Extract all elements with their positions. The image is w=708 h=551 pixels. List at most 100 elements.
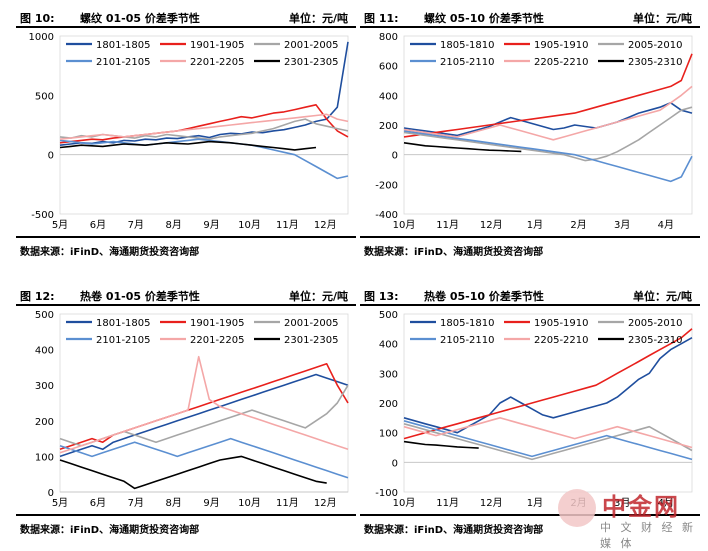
series-line	[403, 142, 522, 153]
x-tick-label: 12月	[480, 219, 503, 231]
y-tick-label: 300	[379, 369, 398, 380]
x-tick-label: 11月	[276, 497, 299, 509]
legend-label: 1905-1910	[534, 40, 589, 51]
y-tick-label: 0	[48, 151, 54, 162]
watermark-logo-icon	[558, 489, 596, 527]
legend-label: 1805-1810	[440, 40, 495, 51]
chart-svg: 0 100 200 300 400 500 5月 6月 7月 8月 9月 10月 11月 12月 1801-…	[35, 310, 349, 509]
x-tick-label: 2月	[570, 219, 586, 231]
x-tick-label: 11月	[436, 219, 459, 231]
y-tick-label: 0	[48, 488, 54, 499]
unit-label: 单位：元/吨	[632, 12, 692, 25]
legend-label: 2201-2205	[190, 57, 245, 68]
y-tick-label: 0	[392, 151, 398, 162]
x-tick-label: 5月	[52, 219, 68, 231]
x-tick-label: 12月	[314, 219, 337, 231]
chart-title: 螺纹 05-10 价差季节性	[424, 12, 544, 25]
x-tick-label: 9月	[203, 219, 219, 231]
y-tick-label: 200	[379, 399, 398, 410]
legend-label: 2105-2110	[440, 335, 495, 346]
x-tick-label: 11月	[436, 497, 459, 509]
series-line	[59, 373, 349, 458]
legend-label: 2301-2305	[284, 335, 339, 346]
panel-title-bar: 图 13: 热卷 05-10 价差季节性 单位：元/吨	[360, 282, 700, 306]
y-tick-label: 400	[379, 340, 398, 351]
series-line	[59, 384, 349, 447]
plot-area	[403, 35, 693, 215]
x-tick-label: 9月	[203, 497, 219, 509]
series-line	[59, 104, 349, 144]
unit-label: 单位：元/吨	[288, 290, 348, 303]
source-note: 数据来源：iFinD、海通期货投资咨询部	[360, 514, 700, 536]
series-line	[59, 455, 327, 490]
x-tick-label: 10月	[238, 219, 261, 231]
y-tick-label: 500	[379, 310, 398, 321]
legend-label: 1801-1805	[96, 40, 151, 51]
y-tick-label: 100	[379, 429, 398, 440]
y-tick-label: 800	[379, 32, 398, 43]
chart-svg: -500 0 500 1000 5月 6月 7月 8月 9月 10月 11月 12月 1801-1805…	[29, 32, 349, 231]
x-tick-label: 8月	[165, 219, 181, 231]
y-tick-label: -100	[375, 488, 398, 499]
series-line	[59, 355, 349, 454]
legend-label: 2005-2010	[628, 40, 683, 51]
x-tick-label: 1月	[527, 497, 543, 509]
source-text: 数据来源：iFinD、海通期货投资咨询部	[20, 525, 200, 536]
series-line	[403, 417, 693, 449]
chart-svg: -100010020030040050010月11月12月1月2月3月4月180…	[375, 310, 693, 509]
x-tick-label: 3月	[614, 497, 630, 509]
x-tick-label: 4月	[658, 497, 674, 509]
figure-number: 图 10:	[20, 12, 55, 25]
series-line	[403, 420, 693, 461]
source-text: 数据来源：iFinD、海通期货投资咨询部	[364, 525, 544, 536]
watermark: 中金网 中 文 财 经 新 媒 体	[554, 483, 704, 550]
panel-title-bar: 图 11: 螺纹 05-10 价差季节性 单位：元/吨	[360, 4, 700, 28]
legend-label: 1801-1805	[96, 318, 151, 329]
source-text: 数据来源：iFinD、海通期货投资咨询部	[364, 247, 544, 258]
legend-label: 2205-2210	[534, 57, 589, 68]
legend-label: 2201-2205	[190, 335, 245, 346]
chart-panel-12: 图 12: 热卷 01-05 价差季节性 单位：元/吨 0 100 200 300 40…	[16, 282, 356, 544]
y-tick-label: 500	[35, 91, 54, 102]
chart-panel-13: 图 13: 热卷 05-10 价差季节性 单位：元/吨 -100 0 100 200 3…	[360, 282, 700, 544]
x-tick-label: 6月	[90, 497, 106, 509]
series-line	[59, 138, 349, 180]
x-tick-label: 6月	[90, 219, 106, 231]
y-tick-label: 100	[35, 452, 54, 463]
series-line	[403, 102, 693, 137]
chart-title: 热卷 05-10 价差季节性	[424, 290, 544, 303]
panel-title-bar: 图 10: 螺纹 01-05 价差季节性 单位：元/吨	[16, 4, 356, 28]
x-tick-label: 3月	[614, 219, 630, 231]
y-tick-label: 200	[35, 417, 54, 428]
y-tick-label: 300	[35, 381, 54, 392]
series-line	[403, 130, 693, 183]
series-line	[403, 53, 693, 138]
legend-label: 2005-2010	[628, 318, 683, 329]
x-tick-label: 7月	[128, 497, 144, 509]
series-line	[403, 440, 479, 449]
legend-label: 2101-2105	[96, 57, 151, 68]
plot-area	[59, 35, 349, 215]
legend-label: 2001-2005	[284, 40, 339, 51]
x-tick-label: 4月	[658, 219, 674, 231]
legend-label: 1901-1905	[190, 318, 245, 329]
series-line	[59, 362, 349, 451]
unit-label: 单位：元/吨	[288, 12, 348, 25]
y-tick-label: -200	[375, 180, 398, 191]
y-tick-label: -400	[375, 210, 398, 221]
x-tick-label: 7月	[128, 219, 144, 231]
legend-label: 2001-2005	[284, 318, 339, 329]
y-tick-label: 400	[379, 91, 398, 102]
figure-number: 图 11:	[364, 12, 399, 25]
source-text: 数据来源：iFinD、海通期货投资咨询部	[20, 247, 200, 258]
y-tick-label: 600	[379, 62, 398, 73]
chart-title: 热卷 01-05 价差季节性	[80, 290, 200, 303]
series-line	[403, 337, 693, 434]
unit-label: 单位：元/吨	[632, 290, 692, 303]
chart-title: 螺纹 01-05 价差季节性	[80, 12, 200, 25]
chart-svg: -400 -200 0 200 400 600 800 10月 11月 12月 1月 2月 3月 4月 18…	[375, 32, 693, 231]
watermark-subtitle: 中 文 财 经 新 媒 体	[600, 521, 696, 550]
y-tick-label: 1000	[29, 32, 54, 43]
source-note: 数据来源：iFinD、海通期货投资咨询部	[360, 236, 700, 258]
series-line	[403, 328, 693, 440]
